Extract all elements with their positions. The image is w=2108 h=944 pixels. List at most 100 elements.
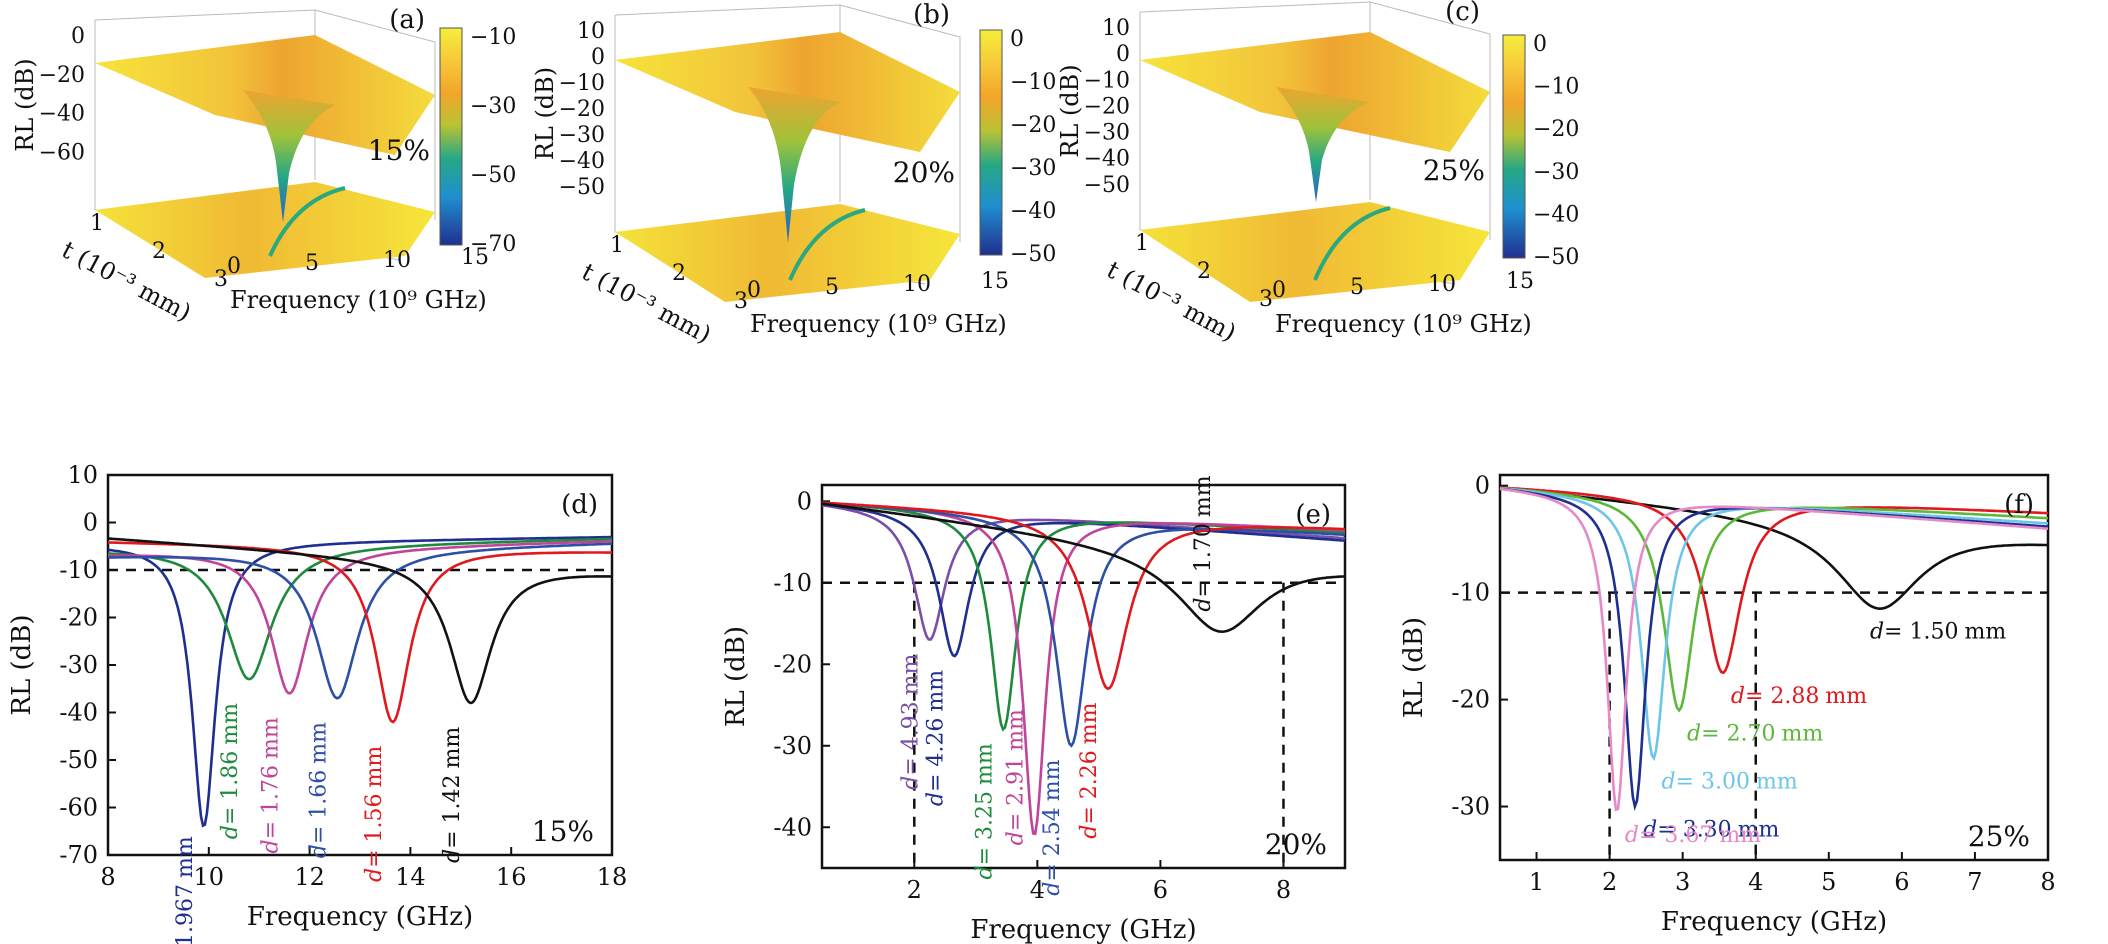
series-label-var: d xyxy=(1687,721,1701,746)
series-label: d= 1.86 mm xyxy=(218,703,243,839)
series-label-value: = 2.91 xyxy=(1003,757,1028,831)
colorbar-tick-label: −10 xyxy=(470,25,516,50)
series-label-value: = 3.00 xyxy=(1676,769,1750,794)
series-label-var: d xyxy=(1625,823,1639,848)
z-tick-label: −50 xyxy=(559,175,605,200)
z-tick-label: 10 xyxy=(1102,16,1130,41)
z-tick-label: −30 xyxy=(1084,121,1130,146)
series-label-var: d xyxy=(1731,684,1745,709)
series-label: d= 2.70 mm xyxy=(1687,721,1823,746)
t-tick-label: 2 xyxy=(152,239,166,264)
series-label-var: d xyxy=(306,844,331,858)
series-label: d= 1.50 mm xyxy=(1870,620,2006,645)
colorbar-tick-label: 0 xyxy=(1533,32,1547,57)
series-label-unit: mm xyxy=(973,743,998,785)
series-label: d= 3.25 mm xyxy=(973,743,998,879)
plot-frame xyxy=(820,483,1347,870)
panel-label: (c) xyxy=(1445,0,1480,27)
t-tick-label: 2 xyxy=(672,261,686,286)
z-tick-label: −50 xyxy=(1084,173,1130,198)
f-tick-label: 0 xyxy=(227,254,241,279)
x-tick-label: 2 xyxy=(1602,868,1617,896)
x-tick-label: 5 xyxy=(1821,868,1836,896)
z-tick-label: −30 xyxy=(559,123,605,148)
z-tick-label: −10 xyxy=(1084,68,1130,93)
z-axis-label: RL (dB) xyxy=(531,67,559,160)
panel-label: (f) xyxy=(2004,490,2034,520)
x-axis-label: Frequency (GHz) xyxy=(1661,907,1887,937)
surface-dip xyxy=(243,90,336,223)
percent-annotation: 25% xyxy=(1968,820,2030,853)
series-label-unit: mm xyxy=(1825,684,1867,709)
f-tick-label: 5 xyxy=(1350,275,1364,300)
y-tick-label: -10 xyxy=(59,556,98,584)
f-axis-label: Frequency (10⁹ GHz) xyxy=(230,286,487,314)
series-curve xyxy=(821,504,1346,641)
t-tick-label: 1 xyxy=(1135,231,1149,256)
panel-f: 1 2 3 4 5 6 7 8 0 -10 -20 -30 Frequency (GHz) RL (dB)… xyxy=(1399,472,2056,937)
series-label-value: = 1.86 xyxy=(218,751,243,825)
series-label-value: = 3.67 xyxy=(1639,823,1713,848)
series-label-value: = 1.42 xyxy=(440,774,465,848)
x-tick-label: 8 xyxy=(2040,868,2055,896)
x-tick-label: 3 xyxy=(1675,868,1690,896)
t-tick-label: 1 xyxy=(610,233,624,258)
series-label-value: = 1.66 xyxy=(306,770,331,844)
series-label-var: d xyxy=(258,839,283,853)
series-label: d= 1.70 mm xyxy=(1191,475,1216,611)
y-tick-label: 0 xyxy=(797,487,812,515)
y-tick-label: -30 xyxy=(773,732,812,760)
x-tick-label: 8 xyxy=(100,863,115,891)
colorbar-tick-label: −50 xyxy=(1010,242,1056,267)
z-tick-label: −20 xyxy=(39,63,85,88)
series-label-var: d xyxy=(1870,620,1884,645)
series-label-unit: mm xyxy=(923,670,948,712)
series-curve xyxy=(107,537,612,681)
series-label-unit: mm xyxy=(1782,721,1824,746)
percent-annotation: 25% xyxy=(1423,154,1485,187)
series-label-var: d xyxy=(899,776,924,790)
z-tick-label: 0 xyxy=(71,24,85,49)
f-tick-label: 15 xyxy=(461,245,489,270)
series-label-unit: mm xyxy=(1719,823,1761,848)
series-label: d= 2.91 mm xyxy=(1003,709,1028,845)
t-tick-label: 3 xyxy=(214,267,228,292)
series-label-var: d xyxy=(218,825,243,839)
series-label-unit: mm xyxy=(1738,818,1780,843)
y-tick-label: -20 xyxy=(773,650,812,678)
line-panels: 8 10 12 14 16 18100-10-20-30-40-50-60-70Frequ… xyxy=(7,461,2056,944)
colorbar-tick-label: −40 xyxy=(1010,199,1056,224)
f-tick-label: 15 xyxy=(981,269,1009,294)
f-tick-label: 10 xyxy=(383,248,411,273)
series-curve xyxy=(107,542,612,700)
colorbar-tick-label: −10 xyxy=(1010,70,1056,95)
plot-frame xyxy=(1498,473,2050,862)
floor-min-track xyxy=(1313,206,1391,281)
t-tick-label: 3 xyxy=(734,289,748,314)
y-tick-label: -10 xyxy=(1451,579,1490,607)
series-curve xyxy=(107,535,612,828)
series-label-unit: mm xyxy=(362,746,387,788)
series-label-value: = 1.967 xyxy=(173,884,198,944)
series-label-unit: mm xyxy=(1191,475,1216,517)
x-axis-label: Frequency (GHz) xyxy=(970,915,1196,944)
z-tick-label: −60 xyxy=(39,140,85,165)
series-label: d= 1.76 mm xyxy=(258,717,283,853)
y-tick-label: -40 xyxy=(59,699,98,727)
panel-label: (d) xyxy=(561,490,598,520)
x-tick-label: 12 xyxy=(294,863,325,891)
series-label-var: d xyxy=(1661,769,1675,794)
series-label-unit: mm xyxy=(306,722,331,764)
panel-d: 8 10 12 14 16 18 10 0 -10 -20 -30 -40 -50 -60 -70 Frequ… xyxy=(7,461,627,944)
series-label-value: = 1.70 xyxy=(1191,523,1216,597)
series-label-value: = 2.70 xyxy=(1701,721,1775,746)
series-curve xyxy=(1499,487,2049,812)
surface-sheet xyxy=(615,32,960,152)
x-tick-label: 7 xyxy=(1967,868,1982,896)
z-tick-label: −20 xyxy=(1084,94,1130,119)
series-label-var: d xyxy=(1643,818,1657,843)
percent-annotation: 20% xyxy=(1265,828,1327,861)
series-label: d= 1.66 mm xyxy=(306,722,331,858)
y-tick-label: 10 xyxy=(67,461,98,489)
